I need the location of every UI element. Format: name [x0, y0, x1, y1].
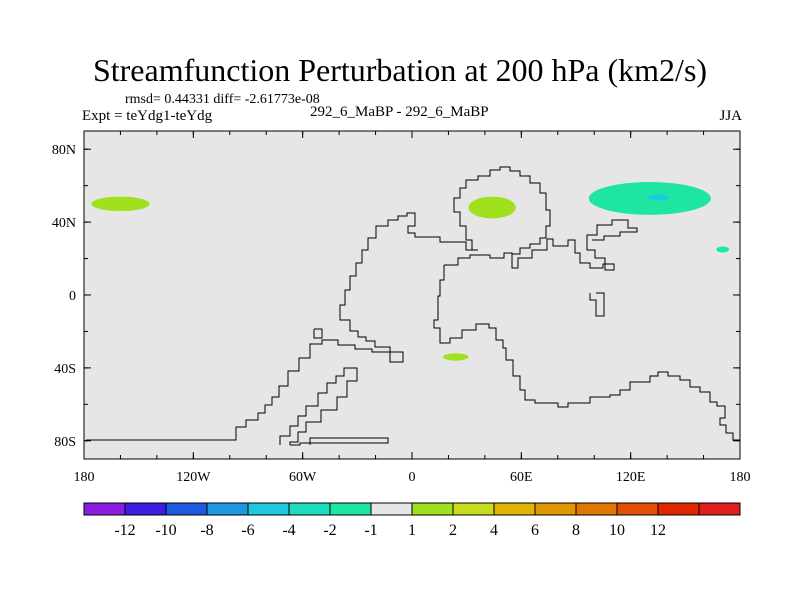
- y-tick-label: 80N: [52, 143, 76, 158]
- colorbar-swatch: [165, 502, 208, 516]
- x-tick-label: 180: [730, 470, 751, 485]
- coastline-americas: [86, 212, 478, 441]
- x-tick-label: 180: [74, 470, 95, 485]
- colorbar-swatch: [452, 502, 495, 516]
- x-tick-label: 60W: [289, 470, 317, 485]
- colorbar-swatch: [698, 502, 741, 516]
- y-tick-label: 80S: [54, 435, 76, 450]
- colorbar-label: 2: [449, 522, 457, 539]
- y-tick-label: 0: [69, 289, 76, 304]
- y-tick-label: 40N: [52, 216, 76, 231]
- colorbar-swatch: [411, 502, 454, 516]
- anomaly-layer: [91, 182, 730, 361]
- colorbar-swatch: [83, 502, 126, 516]
- colorbar-swatch: [124, 502, 167, 516]
- coastline-india: [589, 292, 605, 317]
- rmsd-diff-label: rmsd= 0.44331 diff= -2.61773e-08: [125, 92, 320, 107]
- colorbar-swatch: [493, 502, 536, 516]
- colorbar-label: 12: [650, 522, 666, 539]
- colorbar-swatch: [616, 502, 659, 516]
- x-tick-label: 60E: [510, 470, 533, 485]
- colorbar-swatch: [288, 502, 331, 516]
- anomaly-central-pacific-negative: [716, 246, 730, 253]
- colorbar-label: 4: [490, 522, 498, 539]
- colorbar-label: -4: [282, 522, 295, 539]
- colorbar-label: 1: [408, 522, 416, 539]
- chart-title: Streamfunction Perturbation at 200 hPa (…: [92, 52, 708, 88]
- anomaly-north-pacific-positive: [91, 196, 150, 212]
- plot-area: [84, 131, 740, 459]
- coastline-eurasia: [444, 219, 638, 271]
- anomaly-south-atlantic-positive: [442, 353, 469, 361]
- coastline-antarctica: [290, 437, 389, 446]
- x-tick-label: 0: [409, 470, 416, 485]
- coastline-greenland: [313, 328, 323, 339]
- colorbar-label: 6: [531, 522, 539, 539]
- x-tick-label: 120E: [616, 470, 646, 485]
- axis-layer: 180 120W 60W 0 60E 120E 180 80N 40N 0 40S 80S: [52, 131, 751, 485]
- season-label: JJA: [719, 108, 742, 124]
- colorbar-label: -8: [200, 522, 213, 539]
- y-tick-label: 40S: [54, 362, 76, 377]
- colorbar-label: 8: [572, 522, 580, 539]
- continent-outlines: [86, 166, 740, 446]
- colorbar: -12 -10 -8 -6 -4 -2 -1 1 2 4 6 8 10 12: [83, 502, 741, 539]
- colorbar-label: -12: [114, 522, 135, 539]
- colorbar-swatch: [657, 502, 700, 516]
- coastline-arctic-loop: [453, 166, 551, 255]
- anomaly-caspian-positive: [468, 196, 516, 219]
- case-label: 292_6_MaBP - 292_6_MaBP: [310, 104, 489, 120]
- colorbar-label: -2: [323, 522, 336, 539]
- colorbar-swatch: [370, 502, 413, 516]
- x-tick-label: 120W: [176, 470, 211, 485]
- colorbar-label: 10: [609, 522, 625, 539]
- colorbar-label: -1: [364, 522, 377, 539]
- colorbar-swatch: [329, 502, 372, 516]
- anomaly-west-pacific-core: [647, 194, 669, 201]
- colorbar-swatch: [247, 502, 290, 516]
- colorbar-swatch: [575, 502, 618, 516]
- coastline-africa: [433, 265, 740, 441]
- colorbar-swatch: [534, 502, 577, 516]
- colorbar-label: -6: [241, 522, 254, 539]
- colorbar-swatch: [206, 502, 249, 516]
- coastline-andes-tip: [279, 367, 358, 445]
- experiment-label: Expt = teYdg1-teYdg: [82, 108, 213, 124]
- colorbar-label: -10: [155, 522, 176, 539]
